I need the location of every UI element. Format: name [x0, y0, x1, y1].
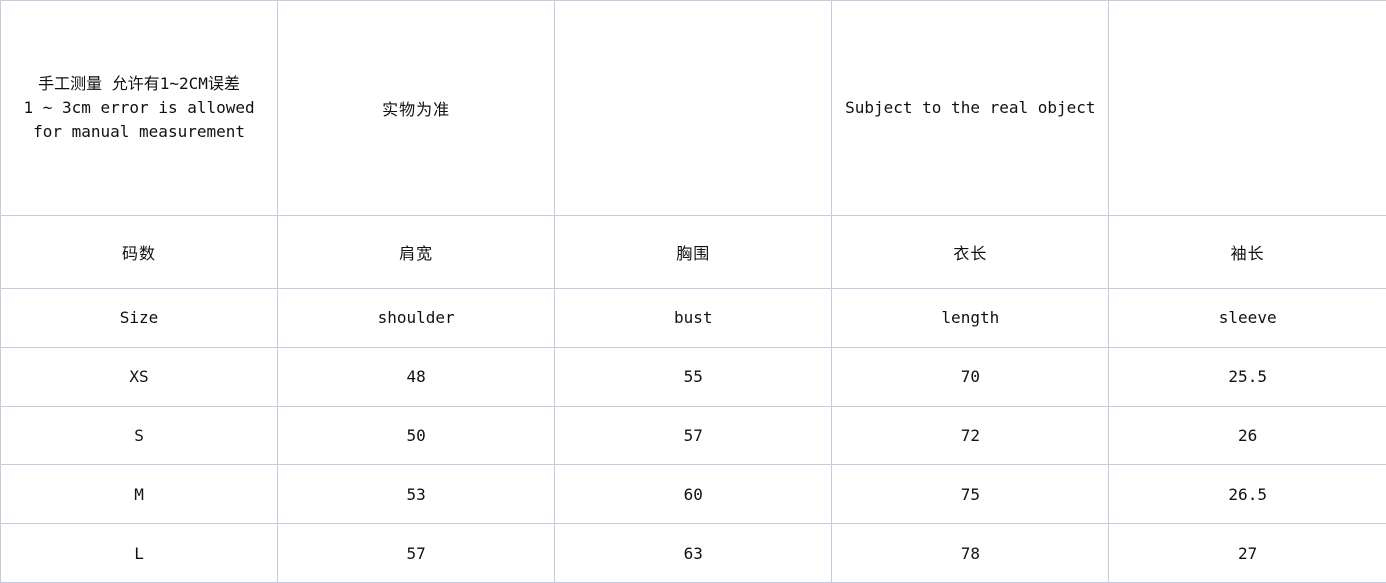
size-value: XS — [0, 346, 279, 407]
shoulder-value: 50 — [277, 405, 556, 466]
empty-cell — [554, 0, 833, 216]
header-bust-zh: 胸围 — [554, 214, 833, 290]
real-object-note-zh: 实物为准 — [277, 0, 556, 216]
header-size-zh: 码数 — [0, 214, 279, 290]
bust-value: 55 — [554, 346, 833, 407]
header-sleeve-en: sleeve — [1108, 288, 1386, 348]
size-value: S — [0, 405, 279, 466]
measurement-note-cell: 手工测量 允许有1~2CM误差 1 ~ 3cm error is allowed… — [0, 0, 279, 216]
header-shoulder-zh: 肩宽 — [277, 214, 556, 290]
shoulder-value: 57 — [277, 523, 556, 583]
header-row-zh: 码数 肩宽 胸围 衣长 袖长 — [0, 214, 1386, 290]
sleeve-value: 26.5 — [1108, 464, 1386, 525]
measurement-note-en-line1: 1 ~ 3cm error is allowed — [23, 97, 255, 117]
sleeve-value: 27 — [1108, 523, 1386, 583]
length-value: 70 — [831, 346, 1110, 407]
header-length-en: length — [831, 288, 1110, 348]
length-value: 75 — [831, 464, 1110, 525]
length-value: 78 — [831, 523, 1110, 583]
table-row-l: L 57 63 78 27 — [0, 523, 1386, 583]
header-bust-en: bust — [554, 288, 833, 348]
empty-cell — [1108, 0, 1386, 216]
shoulder-value: 53 — [277, 464, 556, 525]
header-length-zh: 衣长 — [831, 214, 1110, 290]
size-value: L — [0, 523, 279, 583]
header-size-en: Size — [0, 288, 279, 348]
measurement-note-zh: 手工测量 允许有1~2CM误差 — [38, 73, 240, 93]
size-value: M — [0, 464, 279, 525]
notes-row: 手工测量 允许有1~2CM误差 1 ~ 3cm error is allowed… — [0, 0, 1386, 216]
measurement-note-en-line2: for manual measurement — [33, 121, 245, 141]
real-object-note-en: Subject to the real object — [831, 0, 1110, 216]
header-sleeve-zh: 袖长 — [1108, 214, 1386, 290]
bust-value: 57 — [554, 405, 833, 466]
length-value: 72 — [831, 405, 1110, 466]
bust-value: 60 — [554, 464, 833, 525]
table-row-s: S 50 57 72 26 — [0, 405, 1386, 466]
sleeve-value: 26 — [1108, 405, 1386, 466]
header-shoulder-en: shoulder — [277, 288, 556, 348]
shoulder-value: 48 — [277, 346, 556, 407]
table-row-m: M 53 60 75 26.5 — [0, 464, 1386, 525]
table-row-xs: XS 48 55 70 25.5 — [0, 346, 1386, 407]
sleeve-value: 25.5 — [1108, 346, 1386, 407]
bust-value: 63 — [554, 523, 833, 583]
header-row-en: Size shoulder bust length sleeve — [0, 288, 1386, 348]
